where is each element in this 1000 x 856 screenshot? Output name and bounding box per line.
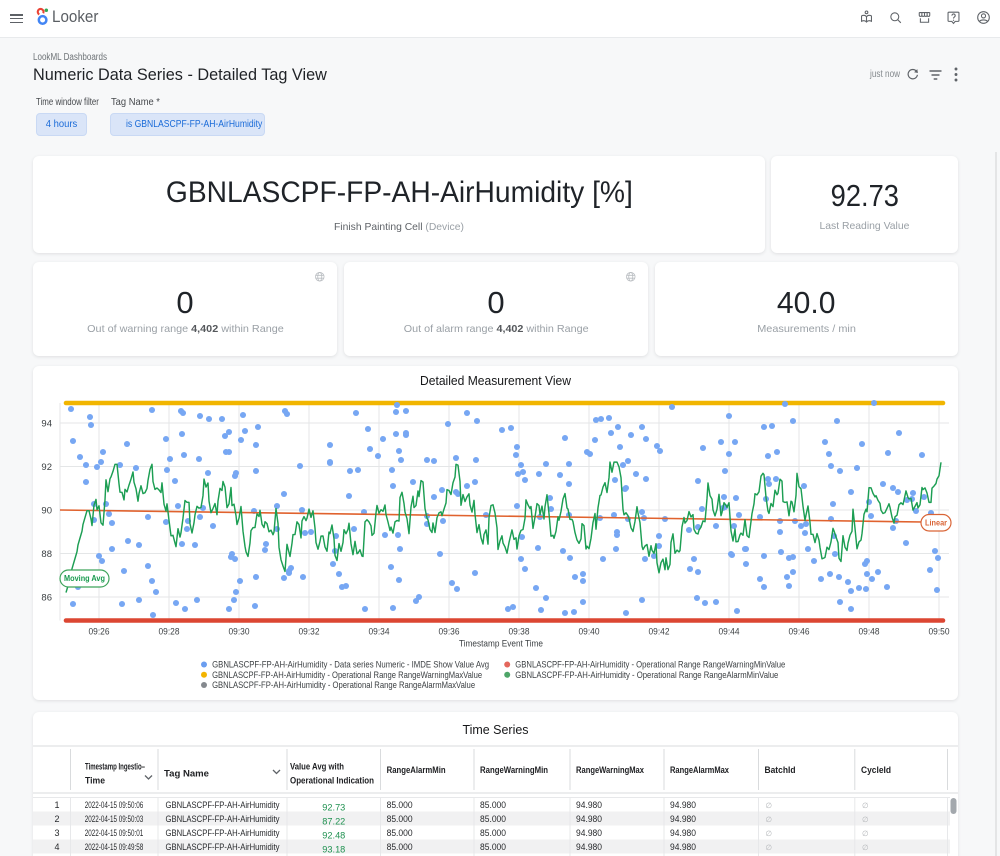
svg-text:90: 90 [41, 506, 52, 517]
svg-text:09:50: 09:50 [929, 627, 950, 638]
svg-text:94.980: 94.980 [576, 814, 602, 824]
svg-text:09:44: 09:44 [719, 627, 740, 638]
svg-text:Detailed Measurement View: Detailed Measurement View [420, 374, 572, 388]
svg-text:85.000: 85.000 [480, 800, 506, 810]
svg-text:Timestamp Ingestio–: Timestamp Ingestio– [85, 762, 145, 772]
svg-text:RangeAlarmMin: RangeAlarmMin [387, 765, 446, 775]
svg-text:RangeAlarmMax: RangeAlarmMax [670, 765, 729, 775]
svg-text:GBNLASCPF-FP-AH-AirHumidity: GBNLASCPF-FP-AH-AirHumidity [166, 800, 280, 810]
svg-text:GBNLASCPF-FP-AH-AirHumidity -: GBNLASCPF-FP-AH-AirHumidity - Operationa… [212, 670, 482, 680]
svg-text:CycleId: CycleId [861, 765, 891, 775]
svg-text:Value Avg with: Value Avg with [290, 762, 344, 772]
svg-text:Tag Name: Tag Name [164, 769, 209, 779]
svg-text:09:36: 09:36 [439, 627, 460, 638]
svg-text:85.000: 85.000 [480, 828, 506, 838]
svg-text:GBNLASCPF-FP-AH-AirHumidity -: GBNLASCPF-FP-AH-AirHumidity - Operationa… [212, 680, 475, 690]
svg-text:94.980: 94.980 [576, 842, 602, 852]
svg-text:85.000: 85.000 [480, 842, 506, 852]
svg-text:RangeWarningMax: RangeWarningMax [576, 765, 644, 775]
svg-text:Timestamp Event Time: Timestamp Event Time [459, 639, 543, 650]
svg-text:09:30: 09:30 [229, 627, 250, 638]
svg-text:09:46: 09:46 [789, 627, 810, 638]
svg-text:2022-04-15 09:50:03: 2022-04-15 09:50:03 [85, 814, 144, 824]
svg-text:2: 2 [54, 814, 59, 824]
svg-text:85.000: 85.000 [480, 814, 506, 824]
svg-text:09:32: 09:32 [299, 627, 320, 638]
svg-text:85.000: 85.000 [387, 842, 413, 852]
svg-text:Time Series: Time Series [463, 723, 529, 737]
svg-text:94.980: 94.980 [670, 814, 696, 824]
svg-text:88: 88 [41, 549, 52, 560]
svg-text:94.980: 94.980 [670, 828, 696, 838]
svg-text:09:48: 09:48 [859, 627, 880, 638]
svg-text:GBNLASCPF-FP-AH-AirHumidity: GBNLASCPF-FP-AH-AirHumidity [166, 842, 280, 852]
svg-text:1: 1 [54, 800, 59, 810]
svg-text:85.000: 85.000 [387, 800, 413, 810]
svg-text:92.73: 92.73 [322, 802, 345, 812]
svg-text:09:40: 09:40 [579, 627, 600, 638]
svg-text:87.22: 87.22 [322, 816, 345, 826]
svg-text:94.980: 94.980 [670, 842, 696, 852]
svg-text:93.18: 93.18 [322, 844, 345, 854]
svg-text:92.48: 92.48 [322, 830, 345, 840]
svg-text:GBNLASCPF-FP-AH-AirHumidity: GBNLASCPF-FP-AH-AirHumidity [166, 814, 280, 824]
svg-text:94.980: 94.980 [576, 828, 602, 838]
svg-text:94.980: 94.980 [670, 800, 696, 810]
svg-text:4: 4 [54, 842, 59, 852]
svg-text:GBNLASCPF-FP-AH-AirHumidity: GBNLASCPF-FP-AH-AirHumidity [166, 828, 280, 838]
svg-text:GBNLASCPF-FP-AH-AirHumidity -: GBNLASCPF-FP-AH-AirHumidity - Operationa… [515, 670, 778, 680]
svg-text:94.980: 94.980 [576, 800, 602, 810]
svg-text:09:38: 09:38 [509, 627, 530, 638]
svg-text:∅: ∅ [766, 843, 773, 852]
svg-text:09:34: 09:34 [369, 627, 390, 638]
svg-text:Linear: Linear [925, 518, 948, 528]
svg-text:Operational Indication: Operational Indication [290, 776, 374, 786]
svg-text:85.000: 85.000 [387, 828, 413, 838]
svg-text:GBNLASCPF-FP-AH-AirHumidity -: GBNLASCPF-FP-AH-AirHumidity - Operationa… [515, 660, 785, 670]
svg-text:∅: ∅ [862, 801, 869, 810]
svg-text:BatchId: BatchId [765, 765, 796, 775]
svg-text:94: 94 [41, 419, 52, 430]
svg-text:GBNLASCPF-FP-AH-AirHumidity -: GBNLASCPF-FP-AH-AirHumidity - Data serie… [212, 660, 489, 670]
svg-text:∅: ∅ [766, 829, 773, 838]
svg-text:09:42: 09:42 [649, 627, 670, 638]
svg-text:3: 3 [54, 828, 59, 838]
svg-text:86: 86 [41, 593, 52, 604]
svg-text:∅: ∅ [862, 815, 869, 824]
svg-text:∅: ∅ [766, 801, 773, 810]
svg-text:2022-04-15 09:49:58: 2022-04-15 09:49:58 [85, 842, 144, 852]
svg-text:Time: Time [85, 776, 105, 786]
svg-text:RangeWarningMin: RangeWarningMin [480, 765, 548, 775]
svg-text:2022-04-15 09:50:01: 2022-04-15 09:50:01 [85, 828, 144, 838]
svg-text:92: 92 [41, 462, 52, 473]
svg-text:09:28: 09:28 [159, 627, 180, 638]
svg-text:∅: ∅ [862, 843, 869, 852]
svg-text:Moving Avg: Moving Avg [64, 573, 105, 583]
svg-text:09:26: 09:26 [89, 627, 110, 638]
svg-text:∅: ∅ [766, 815, 773, 824]
svg-text:∅: ∅ [862, 829, 869, 838]
svg-text:85.000: 85.000 [387, 814, 413, 824]
svg-text:2022-04-15 09:50:06: 2022-04-15 09:50:06 [85, 800, 144, 810]
